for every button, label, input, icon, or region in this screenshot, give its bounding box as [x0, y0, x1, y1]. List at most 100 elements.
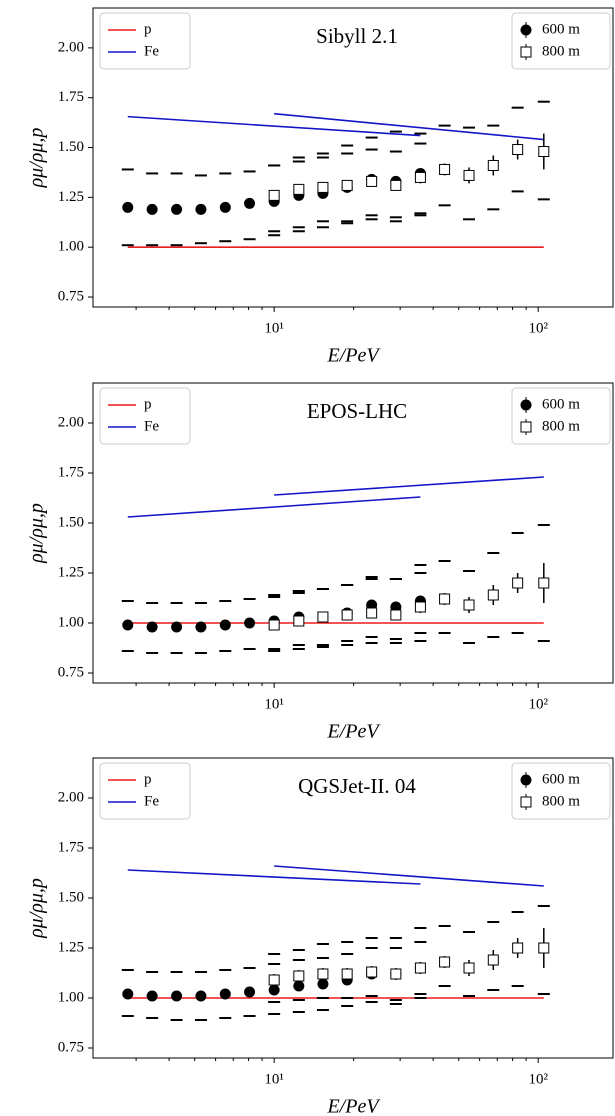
point [487, 159, 499, 171]
y-axis-label: ρμ/ρμ,p [26, 878, 48, 939]
point [487, 954, 499, 966]
point [195, 203, 207, 215]
panel: 10¹ 10² 0.75 1.00 1.25 1.50 1.75 2.00 E/PeV ρμ/ρμ… [26, 7, 614, 367]
panel: 10¹ 10² 0.75 1.00 1.25 1.50 1.75 2.00 E/PeV ρμ/ρμ… [26, 382, 614, 743]
point [268, 619, 280, 631]
chart-title: EPOS-LHC [307, 399, 407, 423]
legend-label: p [144, 396, 152, 412]
plot-frame [92, 757, 614, 1059]
plot-frame [92, 382, 614, 684]
point [317, 611, 329, 623]
point [341, 609, 353, 621]
x-tick-label: 10² [528, 696, 548, 712]
legend-box [511, 387, 611, 445]
point [122, 619, 134, 631]
plot-frame [92, 7, 614, 308]
point [366, 966, 378, 978]
point [317, 968, 329, 980]
point [171, 621, 183, 633]
y-tick-label: 1.50 [58, 139, 84, 155]
y-axis-label: ρμ/ρμ,p [26, 128, 48, 189]
y-tick-label: 2.00 [58, 789, 84, 805]
series-line [127, 112, 544, 141]
y-tick-label: 1.75 [58, 839, 84, 855]
y-tick-label: 1.50 [58, 514, 84, 530]
point [439, 956, 451, 968]
point [414, 171, 426, 183]
x-axis-label: E/PeV [326, 721, 381, 743]
y-tick-label: 2.00 [58, 414, 84, 430]
y-tick-label: 2.00 [58, 39, 84, 55]
point [219, 201, 231, 213]
point [244, 197, 256, 209]
legend-label: p [144, 771, 152, 787]
y-tick-label: 0.75 [58, 1039, 84, 1055]
point [244, 617, 256, 629]
legend-swatch [520, 399, 532, 411]
point [341, 179, 353, 191]
legend-label: Fe [144, 793, 159, 809]
legend-box [511, 762, 611, 820]
point [439, 163, 451, 175]
legend-box [511, 12, 611, 70]
point [195, 621, 207, 633]
point [390, 609, 402, 621]
point [268, 189, 280, 201]
point [146, 621, 158, 633]
point [171, 990, 183, 1002]
legend-box [99, 12, 191, 70]
y-tick-label: 1.25 [58, 189, 84, 205]
series-line [127, 476, 544, 518]
point [341, 968, 353, 980]
panel: 10¹ 10² 0.75 1.00 1.25 1.50 1.75 2.00 E/PeV ρμ/ρμ… [26, 757, 614, 1116]
legend-swatch [520, 24, 532, 36]
point [146, 203, 158, 215]
y-tick-label: 1.75 [58, 89, 84, 105]
point [293, 183, 305, 195]
legend-box [99, 762, 191, 820]
point [538, 942, 550, 954]
y-tick-label: 1.00 [58, 239, 84, 255]
point [317, 181, 329, 193]
y-tick-label: 1.25 [58, 564, 84, 580]
point [463, 169, 475, 181]
legend-swatch [520, 796, 532, 808]
point [366, 175, 378, 187]
point [293, 615, 305, 627]
point [463, 962, 475, 974]
point [414, 601, 426, 613]
legend-label: 600 m [542, 21, 580, 37]
point [268, 984, 280, 996]
point [366, 607, 378, 619]
chart-title: QGSJet-II. 04 [298, 774, 416, 798]
point [146, 990, 158, 1002]
point [390, 179, 402, 191]
point [219, 619, 231, 631]
point [538, 577, 550, 589]
legend-label: 600 m [542, 396, 580, 412]
point [512, 942, 524, 954]
x-axis-label: E/PeV [326, 345, 381, 367]
point [512, 144, 524, 156]
point [293, 980, 305, 992]
point [293, 970, 305, 982]
legend-swatch [520, 46, 532, 58]
point [414, 962, 426, 974]
point [122, 988, 134, 1000]
point [463, 599, 475, 611]
point [512, 577, 524, 589]
point [317, 978, 329, 990]
legend-swatch [520, 421, 532, 433]
y-axis-label: ρμ/ρμ,p [26, 503, 48, 564]
x-tick-label: 10¹ [264, 320, 284, 336]
x-tick-label: 10² [528, 320, 548, 336]
x-axis-label: E/PeV [326, 1096, 381, 1116]
legend-label: Fe [144, 418, 159, 434]
y-tick-label: 1.00 [58, 614, 84, 630]
point [195, 990, 207, 1002]
point [219, 988, 231, 1000]
legend-label: 800 m [542, 43, 580, 59]
x-tick-label: 10¹ [264, 696, 284, 712]
x-tick-label: 10¹ [264, 1071, 284, 1087]
